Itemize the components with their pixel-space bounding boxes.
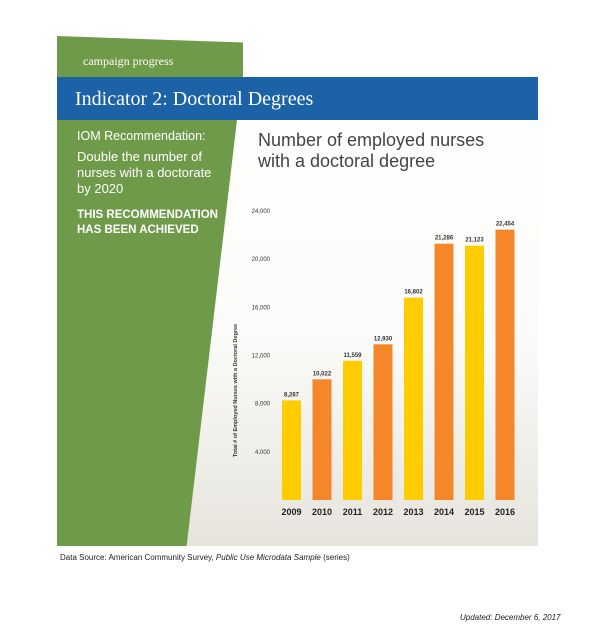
recommendation-panel: IOM Recommendation: Double the number of…: [57, 120, 237, 546]
x-tick-label: 2011: [343, 507, 363, 517]
x-tick-label: 2009: [281, 507, 301, 517]
source-italic: Public Use Microdata Sample: [215, 553, 321, 562]
bar-chart: 4,000 8,000 12,000 16,000 20,000 24,000 Total …: [233, 209, 515, 517]
bar-value-label: 10,022: [313, 371, 332, 377]
bar-2009: [282, 400, 301, 500]
source-suffix: (series): [320, 553, 350, 562]
x-tick-label: 2014: [434, 507, 454, 517]
bar-value-label: 12,930: [374, 336, 393, 342]
source-prefix: Data Source: American Community Survey,: [60, 553, 216, 562]
bar-value-label: 22,454: [496, 222, 515, 228]
bar-2013: [404, 297, 423, 500]
bar-2010: [312, 379, 332, 500]
bar-value-label: 21,286: [435, 236, 454, 242]
y-axis-label: Total # of Employed Nurses with a Doctor…: [233, 324, 239, 457]
bar-2012: [373, 344, 393, 500]
x-tick-label: 2012: [373, 507, 393, 517]
x-tick-label: 2015: [464, 507, 484, 517]
bar-value-label: 8,267: [284, 392, 300, 398]
campaign-label: campaign progress: [83, 54, 174, 68]
campaign-tab: campaign progress: [57, 36, 243, 77]
recommendation-goal: Double the number of nurses with a docto…: [77, 149, 212, 196]
bar-2011: [343, 360, 362, 500]
banner-title: Indicator 2: Doctoral Degrees: [75, 88, 314, 110]
data-source: Data Source: American Community Survey, …: [60, 553, 350, 562]
y-tick-label: 12,000: [252, 354, 271, 360]
bar-value-label: 11,559: [343, 353, 362, 359]
bar-2016: [495, 229, 515, 501]
x-tick-label: 2010: [312, 507, 332, 517]
bar-2014: [434, 243, 454, 500]
updated-date: Updated: December 6, 2017: [460, 613, 561, 622]
recommendation-status: THIS RECOMMENDATION HAS BEEN ACHIEVED: [77, 209, 218, 236]
y-tick-label: 20,000: [252, 257, 271, 263]
y-tick-label: 24,000: [252, 209, 271, 215]
y-tick-label: 4,000: [255, 450, 271, 456]
recommendation-heading: IOM Recommendation:: [77, 129, 206, 143]
y-tick-label: 8,000: [255, 402, 271, 408]
indicator-banner: Indicator 2: Doctoral Degrees: [57, 77, 538, 120]
bar-value-label: 21,123: [465, 238, 484, 244]
x-tick-label: 2013: [403, 507, 423, 517]
bar-value-label: 16,802: [404, 290, 423, 296]
chart-title: Number of employed nurses with a doctora…: [258, 130, 485, 171]
y-tick-label: 16,000: [252, 305, 271, 311]
indicator-card: Indicator 2: Doctoral Degrees IOM Recomm…: [57, 77, 538, 546]
x-tick-label: 2016: [495, 507, 515, 517]
bar-2015: [465, 245, 484, 500]
